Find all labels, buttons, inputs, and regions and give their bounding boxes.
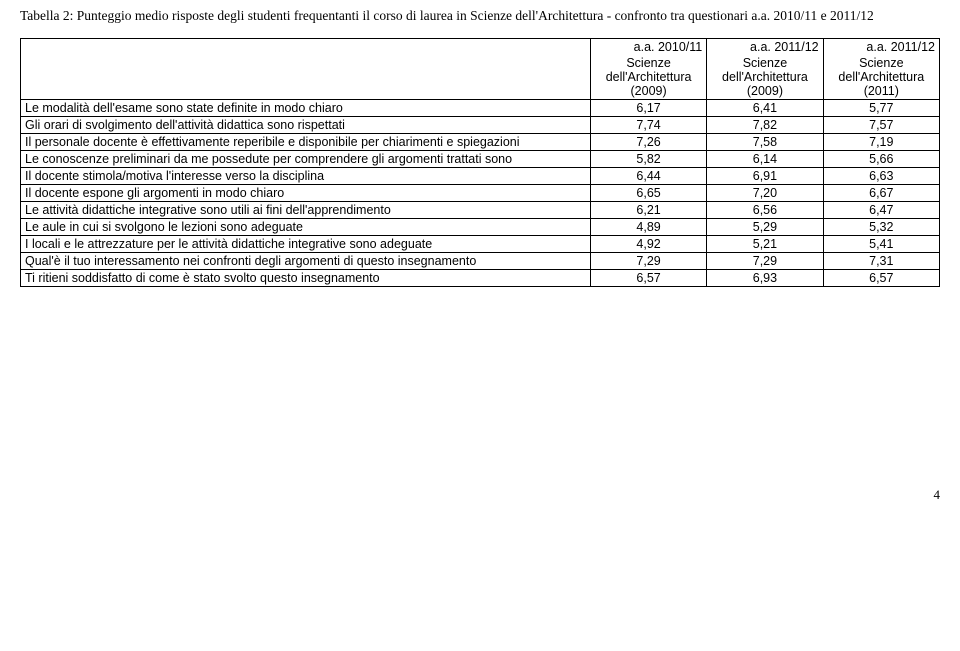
row-value: 6,21 [590,202,706,219]
row-label: I locali e le attrezzature per le attivi… [21,236,591,253]
row-value: 7,26 [590,134,706,151]
row-label: Le attività didattiche integrative sono … [21,202,591,219]
row-value: 5,29 [707,219,823,236]
table-row: Le conoscenze preliminari da me possedut… [21,151,940,168]
row-value: 6,44 [590,168,706,185]
table-row: Le aule in cui si svolgono le lezioni so… [21,219,940,236]
row-value: 6,47 [823,202,939,219]
row-value: 5,82 [590,151,706,168]
row-value: 6,14 [707,151,823,168]
header-year-3: a.a. 2011/12 [823,39,939,56]
row-value: 7,31 [823,253,939,270]
header-year-2: a.a. 2011/12 [707,39,823,56]
row-value: 5,21 [707,236,823,253]
row-value: 5,41 [823,236,939,253]
row-value: 7,19 [823,134,939,151]
row-label: Il personale docente è effettivamente re… [21,134,591,151]
row-value: 6,65 [590,185,706,202]
row-value: 7,29 [590,253,706,270]
row-label: Il docente stimola/motiva l'interesse ve… [21,168,591,185]
row-label: Le conoscenze preliminari da me possedut… [21,151,591,168]
row-label: Le modalità dell'esame sono state defini… [21,100,591,117]
row-value: 6,63 [823,168,939,185]
row-value: 5,32 [823,219,939,236]
row-label: Le aule in cui si svolgono le lezioni so… [21,219,591,236]
row-label: Ti ritieni soddisfatto di come è stato s… [21,270,591,287]
caption: Tabella 2: Punteggio medio risposte degl… [20,8,940,24]
row-value: 6,91 [707,168,823,185]
table-row: Le modalità dell'esame sono state defini… [21,100,940,117]
table-row: I locali e le attrezzature per le attivi… [21,236,940,253]
row-value: 4,89 [590,219,706,236]
table-body: Le modalità dell'esame sono state defini… [21,100,940,287]
header-prog-1: Scienze dell'Architettura (2009) [590,55,706,100]
header-empty [21,39,591,100]
row-value: 6,57 [590,270,706,287]
header-prog-3: Scienze dell'Architettura (2011) [823,55,939,100]
row-value: 7,29 [707,253,823,270]
row-value: 7,74 [590,117,706,134]
page-number: 4 [20,487,940,503]
table-header: a.a. 2010/11 a.a. 2011/12 a.a. 2011/12 S… [21,39,940,100]
row-value: 6,56 [707,202,823,219]
row-label: Qual'è il tuo interessamento nei confron… [21,253,591,270]
row-label: Il docente espone gli argomenti in modo … [21,185,591,202]
row-value: 4,92 [590,236,706,253]
table-row: Il docente espone gli argomenti in modo … [21,185,940,202]
row-value: 6,41 [707,100,823,117]
row-value: 7,57 [823,117,939,134]
table-row: Il docente stimola/motiva l'interesse ve… [21,168,940,185]
row-value: 6,93 [707,270,823,287]
header-year-1: a.a. 2010/11 [590,39,706,56]
table-row: Gli orari di svolgimento dell'attività d… [21,117,940,134]
data-table: a.a. 2010/11 a.a. 2011/12 a.a. 2011/12 S… [20,38,940,287]
row-value: 6,57 [823,270,939,287]
row-value: 5,66 [823,151,939,168]
header-prog-2: Scienze dell'Architettura (2009) [707,55,823,100]
row-value: 7,20 [707,185,823,202]
row-value: 6,17 [590,100,706,117]
row-label: Gli orari di svolgimento dell'attività d… [21,117,591,134]
row-value: 6,67 [823,185,939,202]
row-value: 7,82 [707,117,823,134]
row-value: 5,77 [823,100,939,117]
table-row: Il personale docente è effettivamente re… [21,134,940,151]
table-row: Qual'è il tuo interessamento nei confron… [21,253,940,270]
row-value: 7,58 [707,134,823,151]
table-row: Ti ritieni soddisfatto di come è stato s… [21,270,940,287]
table-row: Le attività didattiche integrative sono … [21,202,940,219]
